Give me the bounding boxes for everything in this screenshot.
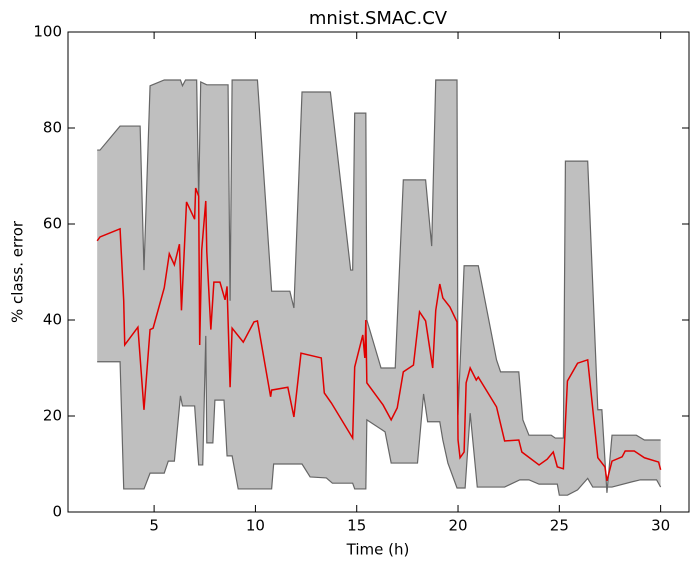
- band-edge: [97, 335, 662, 496]
- x-tick-label: 10: [246, 517, 265, 535]
- x-tick-label: 5: [149, 517, 159, 535]
- x-tick-label: 30: [651, 517, 670, 535]
- y-tick-label: 100: [33, 23, 62, 41]
- y-tick-label: 20: [43, 407, 62, 425]
- x-tick-label: 25: [550, 517, 569, 535]
- y-tick-label: 40: [43, 311, 62, 329]
- mean-line: [96, 187, 662, 481]
- y-tick-label: 60: [43, 215, 62, 233]
- band-fill: [97, 80, 661, 496]
- chart-title: mnist.SMAC.CV: [309, 8, 448, 29]
- y-axis-label: % class. error: [9, 220, 27, 323]
- x-tick-label: 15: [347, 517, 366, 535]
- band-edge: [97, 79, 661, 493]
- x-tick-label: 20: [448, 517, 467, 535]
- plot-frame: [67, 31, 690, 513]
- y-tick-label: 0: [52, 503, 62, 521]
- x-axis-label: Time (h): [346, 541, 410, 559]
- y-tick-label: 80: [43, 119, 62, 137]
